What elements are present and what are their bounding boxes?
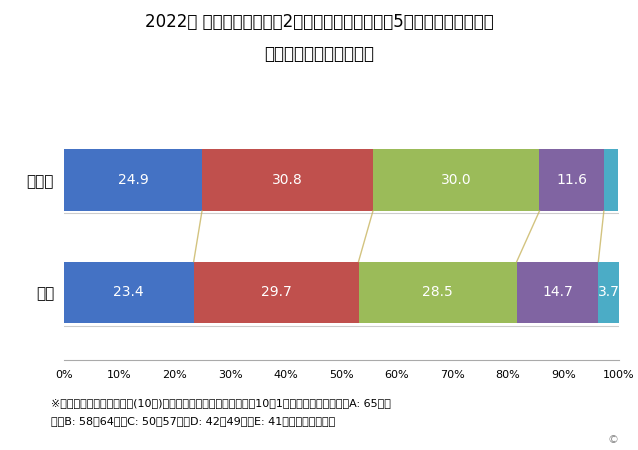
Text: 30.0: 30.0 [441, 173, 471, 187]
Text: 23.4: 23.4 [114, 285, 144, 300]
Bar [64, 261, 194, 324]
Bar [517, 261, 598, 324]
Text: 3.7: 3.7 [598, 285, 619, 300]
Bar [202, 149, 373, 211]
Bar [598, 261, 619, 324]
Text: 28.5: 28.5 [422, 285, 453, 300]
Text: 上、B: 58〜64点、C: 50〜57点、D: 42〜49点、E: 41点以下としている: 上、B: 58〜64点、C: 50〜57点、D: 42〜49点、E: 41点以下… [51, 416, 336, 426]
Bar [64, 149, 202, 211]
Bar [373, 149, 540, 211]
Text: 24.9: 24.9 [117, 173, 148, 187]
Text: 29.7: 29.7 [261, 285, 292, 300]
Bar [604, 149, 618, 211]
Bar [540, 149, 604, 211]
Text: ※体力・運動能力総合評価(10歳)は新体力テストの項目別得点（10〜1点）の合計によって、A: 65点以: ※体力・運動能力総合評価(10歳)は新体力テストの項目別得点（10〜1点）の合計… [51, 398, 391, 408]
Text: 30.8: 30.8 [272, 173, 303, 187]
Bar [194, 261, 359, 324]
Text: 14.7: 14.7 [542, 285, 573, 300]
Text: 〜　全国平均との比較〜: 〜 全国平均との比較〜 [264, 45, 374, 63]
Text: 11.6: 11.6 [556, 173, 587, 187]
Text: ©: © [608, 436, 619, 446]
Text: 2022年 鳥取県　女子中学2年生の体力運動能力の5段階評価による分布: 2022年 鳥取県 女子中学2年生の体力運動能力の5段階評価による分布 [145, 14, 493, 32]
Bar [359, 261, 517, 324]
